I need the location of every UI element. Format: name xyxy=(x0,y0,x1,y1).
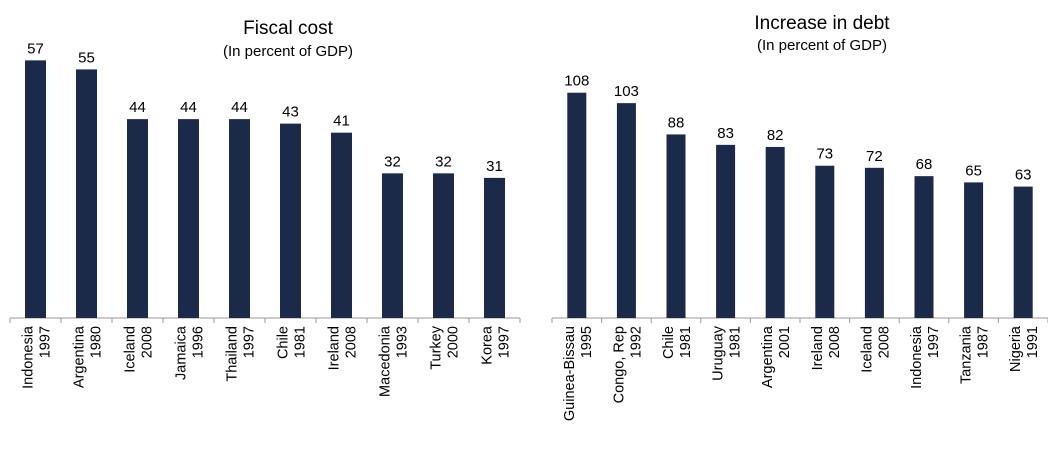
fiscal-cost-chart: Fiscal cost (In percent of GDP) 57 Indone… xyxy=(9,18,521,397)
category-label: Iceland2008 xyxy=(123,326,156,373)
data-label: 32 xyxy=(435,153,452,170)
bar xyxy=(1013,186,1033,318)
bar xyxy=(716,144,736,318)
chart-title: Increase in debt xyxy=(754,13,890,34)
data-label: 55 xyxy=(78,49,95,66)
category-label: Nigeria1991 xyxy=(1008,325,1041,372)
bar xyxy=(76,69,97,319)
category-label: Congo, Rep1992 xyxy=(611,326,644,403)
data-label: 41 xyxy=(333,113,350,130)
category-label: Argentina1980 xyxy=(72,325,105,388)
bar xyxy=(178,119,199,319)
category-label: Guinea-Bissau1995 xyxy=(562,326,595,421)
bar xyxy=(382,173,403,318)
data-label: 68 xyxy=(916,156,933,173)
data-label: 72 xyxy=(866,148,883,165)
category-label: Macedonia1993 xyxy=(378,325,411,397)
category-label: Argentina2001 xyxy=(760,325,793,388)
category-label: Turkey2000 xyxy=(429,325,462,370)
category-label: Chile1981 xyxy=(276,326,309,359)
data-label: 108 xyxy=(564,73,589,90)
chart-title: Fiscal cost xyxy=(243,18,333,39)
category-label: Tanzania1987 xyxy=(959,325,992,384)
bar xyxy=(484,177,505,318)
category-label: Jamaica1996 xyxy=(174,325,207,380)
bar xyxy=(25,60,46,319)
data-label: 63 xyxy=(1015,167,1032,184)
bar xyxy=(331,132,352,318)
increase-in-debt-chart: Increase in debt (In percent of GDP) 108… xyxy=(551,13,1048,421)
bar xyxy=(280,123,301,318)
bar xyxy=(433,173,454,318)
category-label: Ireland2008 xyxy=(810,326,843,370)
category-label: Indonesia1997 xyxy=(21,325,54,389)
data-label: 43 xyxy=(282,104,299,121)
bar xyxy=(964,182,984,318)
bar xyxy=(765,146,785,318)
data-label: 103 xyxy=(614,83,639,100)
category-label: Iceland2008 xyxy=(859,326,892,373)
bar xyxy=(616,103,636,318)
bar xyxy=(815,165,835,318)
data-label: 31 xyxy=(486,158,503,175)
bar xyxy=(914,176,934,318)
category-label: Thailand1997 xyxy=(225,326,258,382)
data-label: 82 xyxy=(767,127,784,144)
category-label: Korea1997 xyxy=(480,325,513,365)
category-label: Chile1981 xyxy=(661,326,694,359)
bar xyxy=(229,119,250,319)
bar xyxy=(864,167,884,318)
data-label: 32 xyxy=(384,153,401,170)
category-label: Uruguay1981 xyxy=(711,325,744,381)
data-label: 73 xyxy=(816,146,833,163)
chart-subtitle: (In percent of GDP) xyxy=(757,37,887,54)
data-label: 44 xyxy=(231,99,248,116)
bar xyxy=(127,119,148,319)
bar xyxy=(567,92,587,318)
data-label: 44 xyxy=(180,99,197,116)
data-label: 44 xyxy=(129,99,146,116)
data-label: 88 xyxy=(668,114,685,131)
chart-subtitle: (In percent of GDP) xyxy=(223,43,353,60)
category-label: Ireland2008 xyxy=(327,326,360,370)
category-label: Indonesia1997 xyxy=(909,325,942,389)
data-label: 57 xyxy=(27,40,44,57)
data-label: 83 xyxy=(717,125,734,142)
data-label: 65 xyxy=(965,162,982,179)
bar xyxy=(666,134,686,318)
